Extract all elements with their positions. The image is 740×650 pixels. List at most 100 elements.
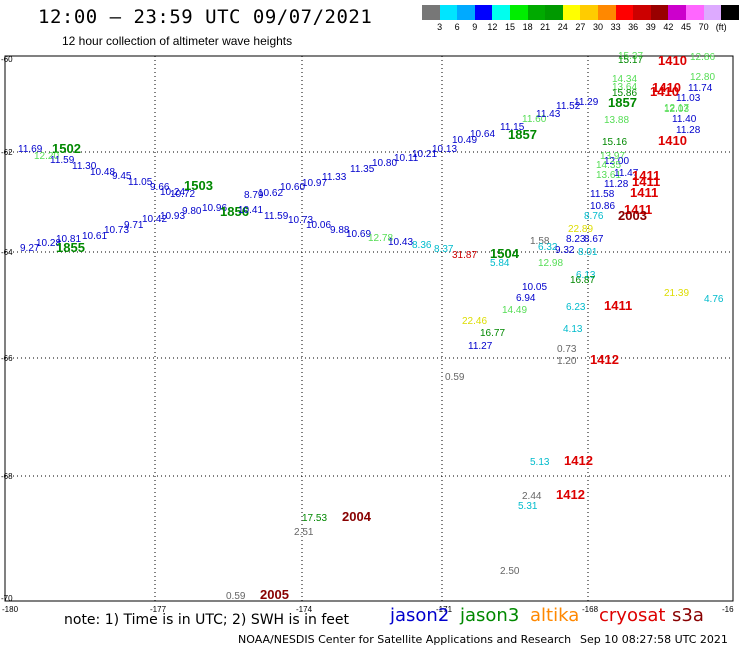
legend-altika: altika (530, 605, 580, 626)
wave-height-label: 6.23 (566, 302, 586, 313)
wave-height-label: 11.05 (128, 177, 153, 188)
wave-height-label: 6.94 (516, 293, 536, 304)
legend-cryosat: cryosat (599, 605, 666, 626)
wave-height-label: 11.30 (72, 161, 97, 172)
legend-jason2: jason2 (390, 605, 450, 626)
pass-time-label: 1855 (56, 240, 85, 255)
latitude-tick-label: -64 (1, 248, 13, 257)
wave-height-label: 9.88 (330, 225, 350, 236)
legend-s3a: s3a (672, 605, 704, 626)
wave-height-label: 13.61 (596, 170, 621, 181)
pass-time-label: 2004 (342, 509, 372, 524)
wave-height-label: 0.59 (445, 372, 465, 383)
colorbar-swatch (668, 5, 686, 20)
wave-height-label: 10.11 (394, 153, 419, 164)
wave-height-label: 11.52 (556, 101, 581, 112)
legend-jason3: jason3 (460, 605, 520, 626)
pass-time-label: 1412 (590, 352, 619, 367)
wave-height-label: 11.35 (350, 164, 375, 175)
observation-labels: 11.69 150212.2011.5911.3010.489.4511.059.… (18, 51, 724, 602)
wave-height-label: 12.78 (368, 233, 393, 244)
wave-height-label: 2.50 (500, 566, 520, 577)
colorbar-swatch (562, 5, 581, 20)
wave-height-label: 11.29 (574, 97, 599, 108)
colorbar-label: 30 (592, 22, 604, 32)
wave-height-label: 11.40 (672, 114, 697, 125)
colorbar-swatch (422, 5, 440, 20)
wave-height-label: 8.36 (412, 240, 432, 251)
wave-height-label: 10.05 (522, 282, 547, 293)
wave-height-label: 10.49 (452, 135, 477, 146)
graticule (5, 56, 733, 601)
wave-height-label: 13.88 (604, 115, 629, 126)
wave-height-label: 10.62 (258, 188, 283, 199)
wave-height-label: 14.35 (596, 160, 621, 171)
wave-height-label: 10.13 (432, 144, 457, 155)
wave-height-label: 12.03 (664, 104, 689, 115)
wave-height-label: 14.34 (612, 74, 637, 85)
wave-height-label: 11.59 (50, 155, 75, 166)
longitude-tick-label: -177 (150, 605, 167, 614)
wave-height-label: 10.86 (590, 201, 615, 212)
wave-height-label: 10.73 (104, 225, 129, 236)
wave-height-label: 13.64 (612, 82, 637, 93)
wave-height-label: 0.73 (557, 344, 577, 355)
wave-height-label: 10.48 (90, 167, 115, 178)
wave-height-label: 14.49 (502, 305, 527, 316)
wave-height-label: 17.53 (302, 513, 327, 524)
colorbar-swatch (650, 5, 669, 20)
colorbar-labels: 3 6 9 12 15 18 21 24 27 30 33 36 39 42 45 70 (ft) (422, 22, 730, 34)
wave-height-label: 11.03 (676, 93, 701, 104)
latitude-tick-label: -62 (1, 148, 13, 157)
latitude-tick-label: -68 (1, 472, 13, 481)
wave-height-label: 15.17 (618, 55, 643, 66)
pass-time-label: 1502 (52, 141, 81, 156)
colorbar-label: 70 (698, 22, 709, 32)
colorbar-label: 45 (680, 22, 692, 32)
wave-height-label: 8.37 (434, 244, 454, 255)
pass-time-label: 1411 (632, 174, 660, 189)
longitude-tick-label: -171 (436, 605, 453, 614)
colorbar-label: 18 (522, 22, 533, 32)
wave-height-label: 6.32 (538, 242, 558, 253)
wave-height-label: 8.67 (584, 234, 604, 245)
pass-time-label: 1410 (652, 80, 681, 95)
wave-height-label: 10.61 (82, 231, 107, 242)
colorbar-swatch (457, 5, 475, 20)
wave-height-label: 22.89 (568, 224, 593, 235)
wave-height-label: 11.33 (322, 172, 347, 183)
wave-height-label: 12.80 (690, 72, 715, 83)
wave-height-label: 10.93 (160, 211, 185, 222)
wave-height-label: 4.76 (704, 294, 724, 305)
wave-height-label: 10.42 (142, 214, 167, 225)
pass-time-label: 1503 (184, 178, 213, 193)
axis-tick-labels: -180 -177 -174 -171 -168 -16 -60 -62 -64 -66 -68 -7… (1, 55, 734, 614)
colorbar-label: 39 (645, 22, 656, 32)
wave-height-label: 10.43 (388, 237, 413, 248)
wave-height-label: 8.01 (578, 247, 598, 258)
latitude-tick-label: -60 (1, 55, 13, 64)
wave-height-label: 12.20 (34, 151, 59, 162)
pass-time-label: 1410 (650, 84, 679, 99)
wave-height-label: 10.72 (170, 189, 195, 200)
page-title: 12:00 — 23:59 UTC 09/07/2021 (38, 6, 373, 28)
colorbar-swatch (527, 5, 546, 20)
wave-height-label: 16.77 (480, 328, 505, 339)
wave-height-label: 9.80 (182, 206, 202, 217)
wave-height-label: 2.44 (522, 491, 542, 502)
wave-height-label: 13.97 (600, 151, 625, 162)
longitude-tick-label: -168 (582, 605, 599, 614)
colorbar-swatch (703, 5, 722, 20)
colorbar-label: 6 (454, 22, 460, 32)
pass-time-label: 1856 (220, 204, 249, 219)
colorbar-label: 33 (610, 22, 621, 32)
wave-height-label: 10.81 (56, 234, 81, 245)
wave-height-label: 10.73 (288, 215, 313, 226)
credit-line: NOAA/NESDIS Center for Satellite Applica… (238, 633, 572, 646)
wave-height-label: 9.27 (20, 243, 40, 254)
wave-height-label: 8.23 (566, 234, 586, 245)
generation-timestamp: Sep 10 08:27:58 UTC 2021 (580, 633, 728, 646)
colorbar-swatch (615, 5, 634, 20)
wave-height-label: 10.28 (36, 238, 61, 249)
